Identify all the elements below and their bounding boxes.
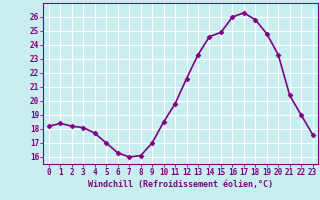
X-axis label: Windchill (Refroidissement éolien,°C): Windchill (Refroidissement éolien,°C) [88, 180, 273, 189]
